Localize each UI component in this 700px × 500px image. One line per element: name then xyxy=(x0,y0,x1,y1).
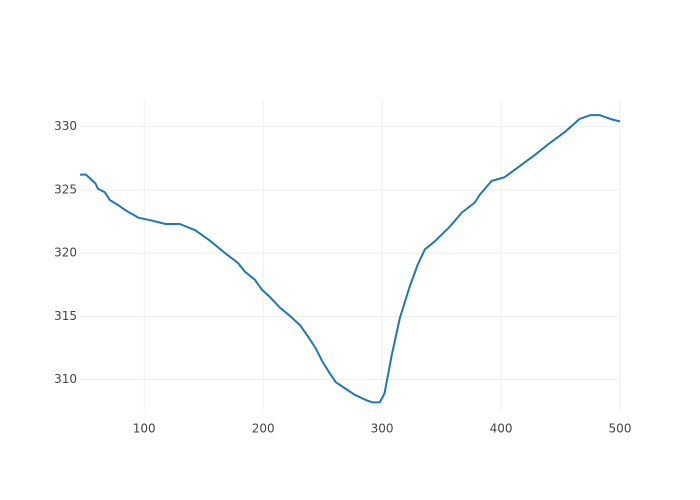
x-tick-label: 500 xyxy=(609,422,632,436)
x-tick-label: 300 xyxy=(371,422,394,436)
y-tick-label: 330 xyxy=(54,119,77,133)
line xyxy=(80,114,621,404)
x-tick-label: 400 xyxy=(490,422,513,436)
y-tick-label: 310 xyxy=(54,372,77,386)
x-tick-label: 200 xyxy=(252,422,275,436)
y-tick-label: 315 xyxy=(54,309,77,323)
x-tick-label: 100 xyxy=(133,422,156,436)
y-tick-label: 320 xyxy=(54,246,77,260)
y-tick-label: 325 xyxy=(54,182,77,196)
